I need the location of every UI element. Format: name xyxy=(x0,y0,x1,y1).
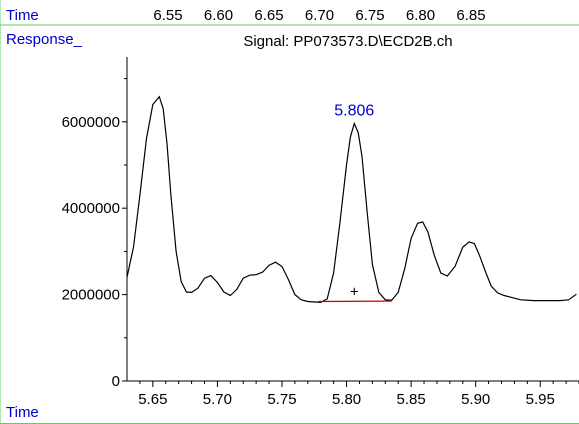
integration-marker: + xyxy=(350,284,359,301)
top-tick-label: 6.75 xyxy=(355,7,384,24)
y-tick-label: 2000000 xyxy=(62,287,120,304)
y-ticks: 0 2000000 4000000 6000000 xyxy=(62,78,127,390)
response-label: Response_ xyxy=(6,31,83,48)
x-tick-label: 5.75 xyxy=(267,391,296,408)
y-tick-label: 6000000 xyxy=(62,114,120,131)
x-tick-label: 5.90 xyxy=(461,391,490,408)
x-tick-label: 5.70 xyxy=(203,391,232,408)
signal-trace xyxy=(126,95,577,304)
top-tick-label: 6.60 xyxy=(204,7,233,24)
top-tick-label: 6.80 xyxy=(406,7,435,24)
y-tick-label: 4000000 xyxy=(62,200,120,217)
peak-retention-label: 5.806 xyxy=(334,103,374,120)
bottom-time-label: Time xyxy=(6,404,39,421)
top-tick-label: 6.65 xyxy=(254,7,283,24)
x-ticks: 5.65 5.70 5.75 5.80 5.85 5.90 5.95 xyxy=(138,381,579,408)
x-tick-label: 5.85 xyxy=(397,391,426,408)
top-time-ticks: 6.55 6.60 6.65 6.70 6.75 6.80 6.85 xyxy=(153,7,485,24)
top-tick-label: 6.55 xyxy=(153,7,182,24)
top-time-label: Time xyxy=(6,7,39,24)
x-tick-label: 5.65 xyxy=(138,391,167,408)
x-tick-label: 5.95 xyxy=(526,391,555,408)
signal-title: Signal: PP073573.D\ECD2B.ch xyxy=(243,33,452,50)
y-tick-label: 0 xyxy=(112,373,120,390)
x-tick-label: 5.80 xyxy=(332,391,361,408)
top-tick-label: 6.85 xyxy=(456,7,485,24)
top-tick-label: 6.70 xyxy=(305,7,334,24)
